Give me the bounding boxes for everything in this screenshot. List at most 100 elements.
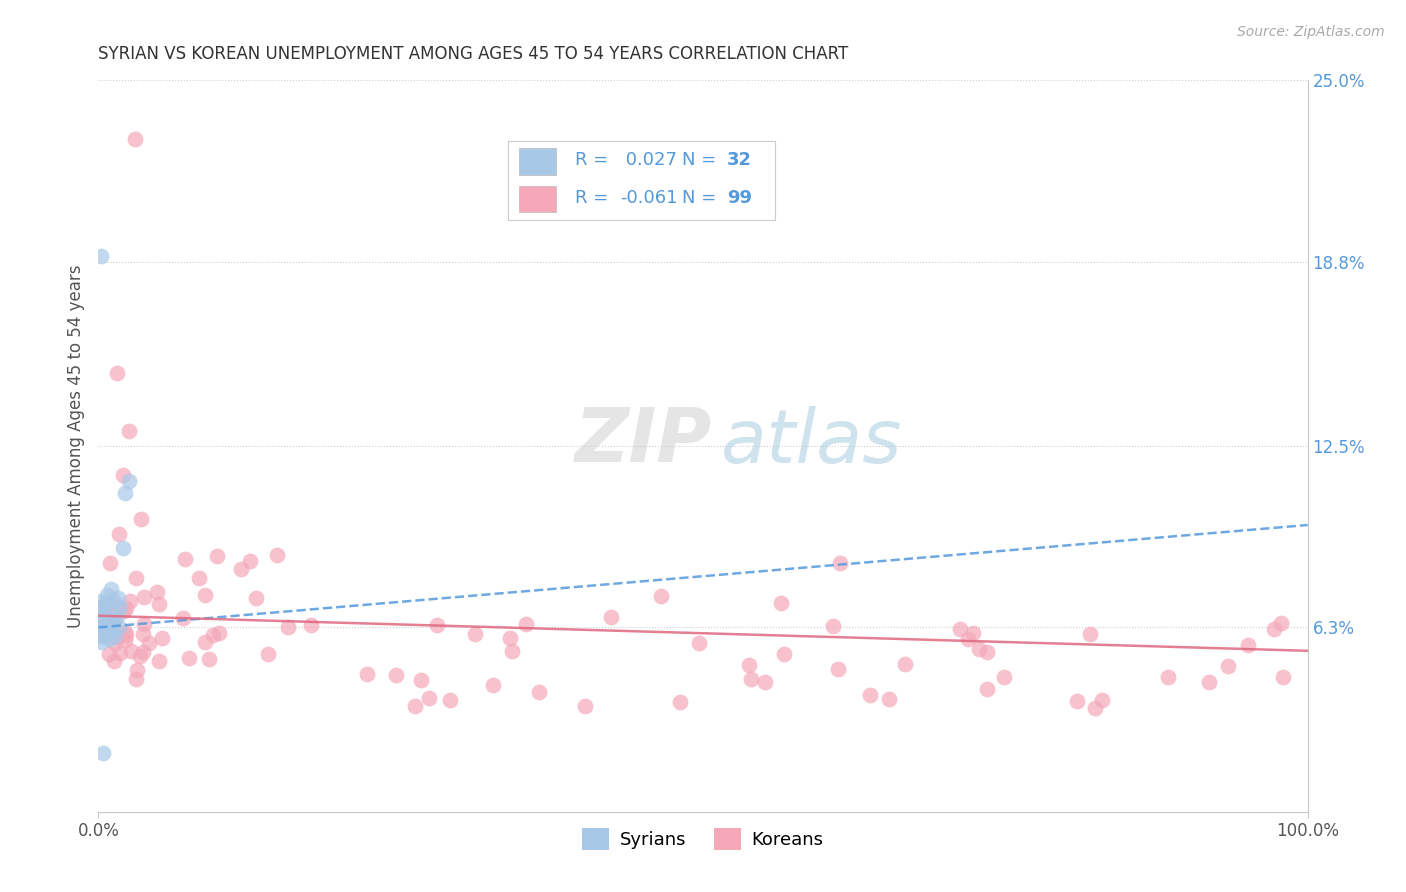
Point <box>409 673 432 688</box>
Y-axis label: Unemployment Among Ages 45 to 54 years: Unemployment Among Ages 45 to 54 years <box>66 264 84 628</box>
Point <box>103 594 125 608</box>
Point <box>108 620 131 634</box>
Point <box>229 562 252 576</box>
Point <box>91 606 114 620</box>
Point <box>118 474 141 488</box>
Point <box>97 620 120 634</box>
Point <box>482 678 505 692</box>
Point <box>107 591 129 606</box>
Point <box>208 625 231 640</box>
Point <box>257 647 280 661</box>
Text: N =: N = <box>682 151 716 169</box>
Point <box>103 614 125 628</box>
Text: SYRIAN VS KOREAN UNEMPLOYMENT AMONG AGES 45 TO 54 YEARS CORRELATION CHART: SYRIAN VS KOREAN UNEMPLOYMENT AMONG AGES… <box>98 45 849 63</box>
Point <box>1198 675 1220 690</box>
FancyBboxPatch shape <box>519 186 557 212</box>
Point <box>134 617 156 632</box>
Point <box>101 615 124 629</box>
Point <box>90 635 112 649</box>
Point <box>132 627 155 641</box>
Point <box>111 541 134 556</box>
Point <box>90 620 112 634</box>
Point <box>132 645 155 659</box>
Point <box>299 618 322 632</box>
Point <box>1084 701 1107 715</box>
Point <box>108 646 131 660</box>
Point <box>138 636 160 650</box>
Point <box>188 571 211 585</box>
Point <box>859 688 882 702</box>
Point <box>529 685 551 699</box>
Point <box>129 648 152 663</box>
Point <box>91 603 114 617</box>
Point <box>114 625 136 640</box>
Point <box>93 624 115 638</box>
Point <box>1157 670 1180 684</box>
Point <box>205 549 228 563</box>
Point <box>385 668 408 682</box>
Point <box>129 512 152 526</box>
Point <box>89 615 111 629</box>
Point <box>688 636 710 650</box>
Point <box>98 632 121 646</box>
Point <box>114 633 136 648</box>
Point <box>600 609 623 624</box>
Point <box>239 554 262 568</box>
Point <box>439 693 461 707</box>
Text: R =: R = <box>575 151 607 169</box>
Point <box>426 618 449 632</box>
Point <box>194 588 217 602</box>
Point <box>1237 639 1260 653</box>
Point <box>1270 615 1292 630</box>
Point <box>125 571 148 585</box>
Text: atlas: atlas <box>721 406 903 477</box>
Legend: Syrians, Koreans: Syrians, Koreans <box>575 821 831 857</box>
Point <box>828 556 851 570</box>
Text: 99: 99 <box>727 189 752 207</box>
Point <box>145 585 167 599</box>
Point <box>993 671 1015 685</box>
Point <box>418 690 440 705</box>
Point <box>91 617 114 632</box>
Point <box>245 591 267 606</box>
Point <box>124 132 146 146</box>
Point <box>669 695 692 709</box>
Point <box>499 631 522 645</box>
Point <box>114 601 136 615</box>
Point <box>574 699 596 714</box>
Point <box>148 654 170 668</box>
Point <box>464 627 486 641</box>
Point <box>277 620 299 634</box>
Point <box>111 468 134 483</box>
Point <box>1271 670 1294 684</box>
Point <box>105 366 128 380</box>
Point <box>740 672 762 686</box>
Point <box>198 652 221 666</box>
Point <box>956 632 979 646</box>
Point <box>962 626 984 640</box>
Point <box>91 615 114 629</box>
Point <box>132 590 155 604</box>
Point <box>949 623 972 637</box>
Point <box>823 618 845 632</box>
Point <box>894 657 917 672</box>
Point <box>91 629 114 643</box>
Point <box>172 611 194 625</box>
Point <box>91 746 114 760</box>
Point <box>103 654 125 668</box>
Text: -0.061: -0.061 <box>620 189 678 207</box>
Point <box>967 642 990 657</box>
Point <box>1078 627 1101 641</box>
Text: ZIP: ZIP <box>575 405 711 478</box>
Point <box>194 634 217 648</box>
Point <box>100 612 122 626</box>
Point <box>1263 622 1285 636</box>
Point <box>738 658 761 673</box>
Point <box>89 599 111 614</box>
Point <box>179 651 201 665</box>
Point <box>976 681 998 696</box>
Point <box>515 616 537 631</box>
Point <box>107 630 129 644</box>
Point <box>356 666 378 681</box>
Point <box>650 589 672 603</box>
